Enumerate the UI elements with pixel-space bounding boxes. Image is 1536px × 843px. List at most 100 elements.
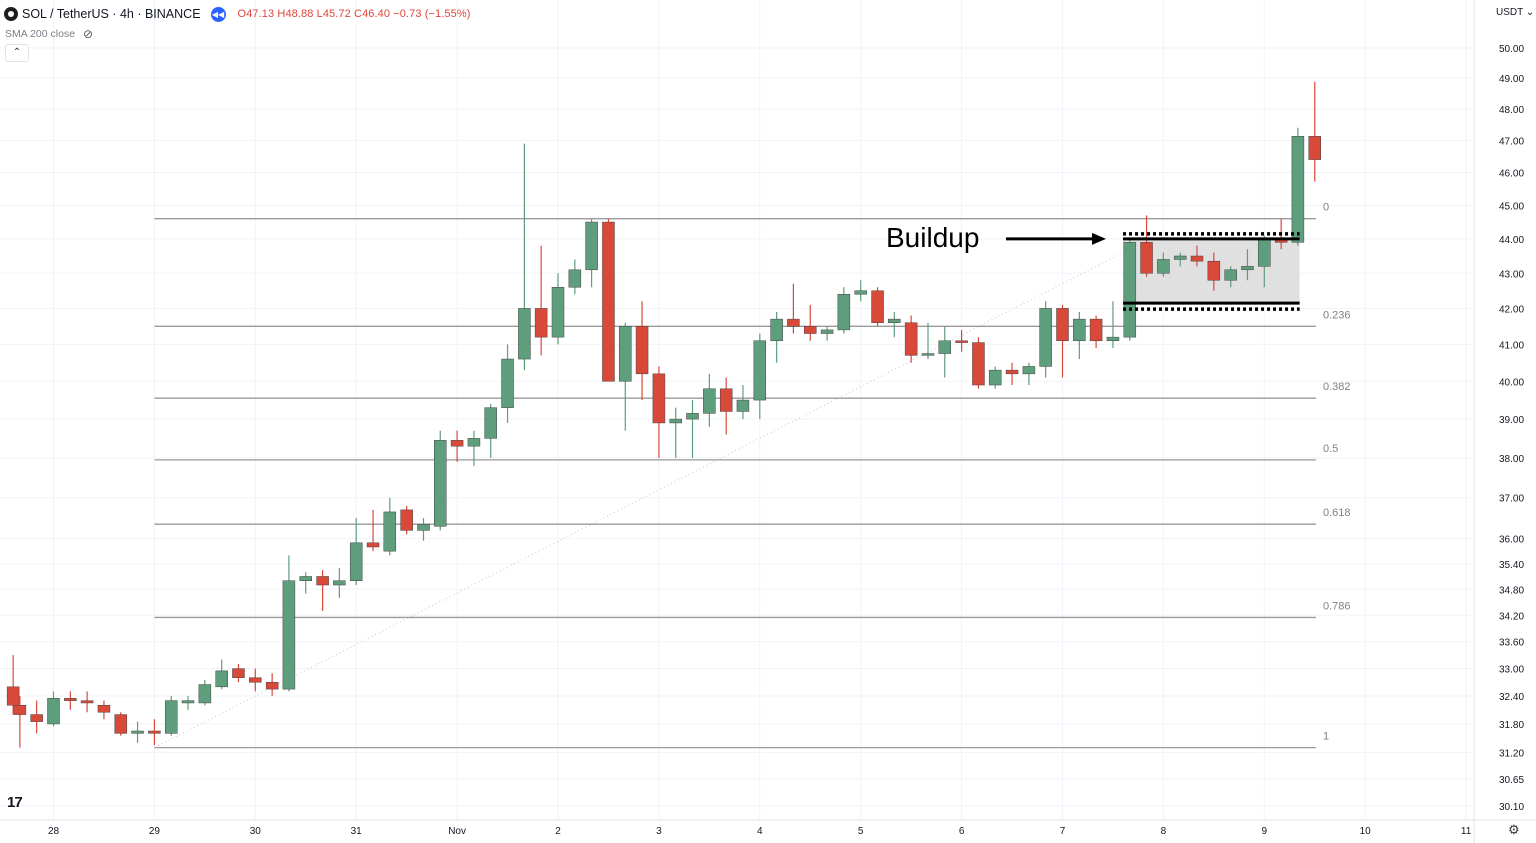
currency-selector[interactable]: USDT ⌄ bbox=[1496, 7, 1535, 18]
fib-level-label: 0.618 bbox=[1323, 507, 1351, 519]
bear-candle bbox=[1140, 242, 1153, 274]
x-tick-label: 30 bbox=[250, 826, 262, 837]
bull-candle bbox=[131, 730, 144, 734]
y-tick-label: 41.00 bbox=[1499, 340, 1524, 351]
bear-candle bbox=[972, 342, 985, 386]
bull-candle bbox=[1291, 136, 1305, 243]
fib-level-label: 0.382 bbox=[1323, 381, 1351, 393]
bull-candle bbox=[299, 576, 312, 581]
bull-candle bbox=[181, 700, 195, 704]
x-tick-label: 6 bbox=[959, 826, 965, 837]
x-tick-label: 4 bbox=[757, 826, 763, 837]
buildup-annotation: Buildup bbox=[886, 222, 1300, 311]
bear-candle bbox=[400, 509, 413, 531]
sol-coin-icon bbox=[4, 7, 18, 21]
bull-candle bbox=[686, 413, 699, 420]
bear-candle bbox=[719, 388, 733, 412]
x-tick-label: 2 bbox=[555, 826, 561, 837]
bear-candle bbox=[249, 677, 262, 683]
bull-candle bbox=[703, 388, 716, 414]
bull-candle bbox=[820, 329, 834, 334]
fib-level-label: 0.236 bbox=[1323, 309, 1351, 321]
y-tick-label: 47.00 bbox=[1499, 136, 1524, 147]
y-tick-label: 46.00 bbox=[1499, 169, 1524, 180]
chart-legend-header: SOL / TetherUS · 4h · BINANCE ◀◀ O47.13 … bbox=[4, 5, 471, 23]
replay-icon[interactable]: ◀◀ bbox=[210, 6, 226, 22]
bull-candle bbox=[619, 326, 632, 382]
y-tick-label: 45.00 bbox=[1499, 201, 1524, 212]
bull-candle bbox=[1123, 242, 1137, 338]
fib-level-label: 0.5 bbox=[1323, 443, 1338, 455]
y-tick-label: 34.80 bbox=[1499, 585, 1524, 596]
bull-candle bbox=[837, 294, 851, 331]
bull-candle bbox=[585, 221, 598, 271]
y-tick-label: 42.00 bbox=[1499, 304, 1524, 315]
y-tick-label: 34.20 bbox=[1499, 611, 1524, 622]
bull-candle bbox=[1157, 259, 1170, 274]
indicator-label[interactable]: SMA 200 close ⊘ bbox=[5, 27, 93, 41]
bull-candle bbox=[753, 340, 767, 401]
bear-candle bbox=[904, 322, 918, 356]
bear-candle bbox=[635, 326, 649, 375]
bear-candle bbox=[366, 542, 380, 548]
y-tick-label: 31.80 bbox=[1499, 720, 1524, 731]
bear-candle bbox=[1005, 369, 1019, 375]
y-tick-label: 40.00 bbox=[1499, 377, 1524, 388]
gear-icon[interactable]: ⚙ bbox=[1508, 822, 1520, 837]
fib-level-label: 0 bbox=[1323, 202, 1329, 214]
x-tick-label: 3 bbox=[656, 826, 662, 837]
x-tick-label: 8 bbox=[1161, 826, 1167, 837]
bear-candle bbox=[1207, 260, 1221, 281]
bull-candle bbox=[501, 358, 514, 408]
fib-level-label: 0.786 bbox=[1323, 600, 1351, 612]
y-tick-label: 44.00 bbox=[1499, 235, 1524, 246]
bear-candle bbox=[1056, 308, 1069, 342]
bear-candle bbox=[64, 698, 77, 701]
ohlc-values: O47.13 H48.88 L45.72 C46.40 −0.73 (−1.55… bbox=[237, 8, 471, 20]
x-tick-label: 7 bbox=[1060, 826, 1066, 837]
eye-hidden-icon[interactable]: ⊘ bbox=[83, 27, 94, 41]
x-tick-label: Nov bbox=[448, 826, 466, 837]
bull-candle bbox=[1241, 266, 1254, 271]
x-tick-label: 31 bbox=[351, 826, 363, 837]
y-tick-label: 30.10 bbox=[1499, 802, 1524, 813]
bear-candle bbox=[602, 221, 615, 382]
fib-level-label: 1 bbox=[1323, 731, 1329, 743]
y-tick-label: 39.00 bbox=[1499, 415, 1524, 426]
bull-candle bbox=[568, 269, 582, 288]
bull-candle bbox=[349, 542, 363, 581]
bull-candle bbox=[417, 523, 430, 531]
bull-candle bbox=[921, 353, 935, 356]
y-tick-label: 33.00 bbox=[1499, 665, 1524, 676]
bull-candle bbox=[1106, 336, 1120, 342]
bear-candle bbox=[871, 290, 884, 323]
chart-grid bbox=[0, 0, 1474, 820]
bull-candle bbox=[47, 698, 60, 725]
bull-candle bbox=[198, 684, 212, 704]
bull-candle bbox=[736, 399, 750, 412]
bear-candle bbox=[13, 705, 27, 715]
bear-candle bbox=[80, 700, 94, 704]
bear-candle bbox=[450, 440, 464, 447]
x-tick-label: 9 bbox=[1262, 826, 1268, 837]
bull-candle bbox=[854, 290, 867, 295]
y-tick-label: 49.00 bbox=[1499, 74, 1524, 85]
y-tick-label: 32.40 bbox=[1499, 692, 1524, 703]
bull-candle bbox=[282, 580, 296, 690]
chevron-up-icon[interactable]: ⌃ bbox=[5, 44, 29, 62]
symbol-title[interactable]: SOL / TetherUS · 4h · BINANCE bbox=[22, 7, 201, 21]
bull-candle bbox=[1224, 269, 1237, 281]
y-tick-label: 30.65 bbox=[1499, 775, 1524, 786]
indicator-name: SMA 200 close bbox=[5, 28, 76, 40]
bear-candle bbox=[232, 668, 245, 678]
bear-candle bbox=[1308, 136, 1321, 160]
bull-candle bbox=[1258, 238, 1271, 267]
bear-candle bbox=[955, 340, 968, 343]
x-tick-label: 10 bbox=[1360, 826, 1372, 837]
bear-candle bbox=[1089, 318, 1103, 342]
bear-candle bbox=[265, 682, 279, 690]
x-tick-label: 29 bbox=[149, 826, 161, 837]
bear-candle bbox=[787, 318, 800, 327]
bear-candle bbox=[1190, 255, 1204, 262]
